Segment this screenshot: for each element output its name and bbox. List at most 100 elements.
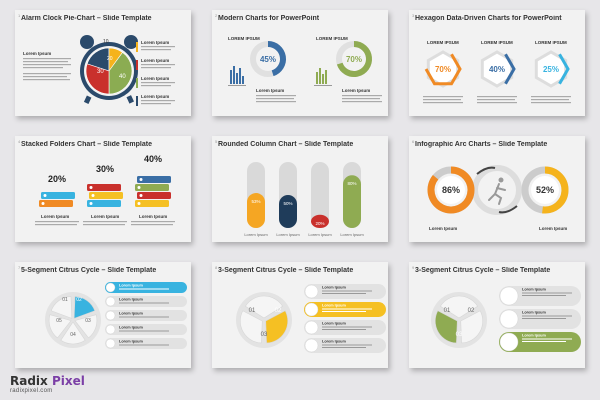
row-icon xyxy=(499,286,519,306)
pie-legend: Lorem Ipsum Lorem Ipsum Lorem Ipsum Lore… xyxy=(136,40,175,106)
card-title: Rounded Column Chart – Slide Template xyxy=(218,141,354,148)
pie-label-30: 30 xyxy=(97,69,104,75)
citrus-segment-3 xyxy=(239,310,263,344)
citrus-segments xyxy=(239,295,289,344)
svg-text:Lorem Ipsum: Lorem Ipsum xyxy=(139,214,167,219)
folder-dot xyxy=(139,178,143,181)
row-icon xyxy=(105,282,116,293)
citrus-segment-2 xyxy=(460,310,484,344)
row-line xyxy=(322,326,372,328)
card-modern-charts[interactable]: 2 Modern Charts for PowerPoint LOREM IPS… xyxy=(212,10,388,116)
citrus-segment-4 xyxy=(60,321,86,345)
svg-text:Lorem Ipsum: Lorem Ipsum xyxy=(141,94,169,99)
clock-bell-right xyxy=(124,35,138,49)
folder-dot xyxy=(41,202,45,205)
modern-charts-graphic: LOREM IPSUM LOREM IPSUM 45% 70% Lorem Ip… xyxy=(228,36,382,103)
card-title: Stacked Folders Chart – Slide Template xyxy=(21,141,152,148)
card-title: Hexagon Data-Driven Charts for PowerPoin… xyxy=(415,15,562,22)
card-hexagon-charts[interactable]: 3 Hexagon Data-Driven Charts for PowerPo… xyxy=(409,10,585,116)
folder-40%-4 xyxy=(137,176,171,183)
segment-01: 01 xyxy=(444,308,451,314)
arrow-top xyxy=(476,166,496,175)
row-icon xyxy=(304,284,319,299)
row-line xyxy=(322,290,372,292)
arc-center xyxy=(437,176,465,204)
stacked-folders-graphic: 20% 30% 40% Lorem Ipsum Lorem Ipsum Lore… xyxy=(35,154,175,226)
pie-slice-40 xyxy=(108,51,133,95)
citrus-segment-1 xyxy=(244,295,284,319)
hexagon-group xyxy=(424,50,570,88)
card-infographic-arcs[interactable]: 6 Infographic Arc Charts – Slide Templat… xyxy=(409,136,585,242)
row-heading: Lorem Ipsum xyxy=(522,334,546,338)
folder-40%-3 xyxy=(135,184,169,191)
arc-center xyxy=(531,176,559,204)
folder-label-30: 30% xyxy=(96,164,114,174)
svg-text:Lorem Ipsum: Lorem Ipsum xyxy=(429,226,457,231)
folder-label-40: 40% xyxy=(144,154,162,164)
card-rounded-columns[interactable]: 5 Rounded Column Chart – Slide Template … xyxy=(212,136,388,242)
folder-dot xyxy=(43,194,47,197)
card-number: 7 xyxy=(18,265,21,270)
column-track xyxy=(311,162,329,228)
clock-leg-left xyxy=(83,95,92,104)
arc-label-86: 86% xyxy=(442,185,460,195)
donut-arc-70 xyxy=(336,41,372,77)
row-line xyxy=(119,288,169,290)
segment-04: 04 xyxy=(70,332,76,338)
card-stacked-folders[interactable]: 4 Stacked Folders Chart – Slide Template… xyxy=(15,136,191,242)
pie-label-10: 10 xyxy=(103,39,109,45)
row-heading: Lorem Ipsum xyxy=(322,340,346,344)
card-alarm-clock-pie[interactable]: 1 Alarm Clock Pie-Chart – Slide Template… xyxy=(15,10,191,116)
card-5-segment-citrus[interactable]: 7 5-Segment Citrus Cycle – Slide Templat… xyxy=(15,262,191,368)
citrus-segment-3 xyxy=(74,314,98,339)
folder-40%-2 xyxy=(137,192,171,199)
brand-logo[interactable]: Radix Pixel radixpixel.com xyxy=(10,375,85,394)
row-heading: Lorem Ipsum xyxy=(322,304,346,308)
arc-charts-graphic: 86% 52% Lorem Ipsum Lorem Ipsum xyxy=(427,165,569,231)
runner-icon xyxy=(488,177,506,205)
row-line xyxy=(322,329,366,330)
row-line xyxy=(522,318,566,319)
segment-03: 03 xyxy=(85,318,91,324)
folder-dot xyxy=(91,194,95,197)
row-icon xyxy=(105,310,116,321)
citrus-segment-2 xyxy=(73,296,96,319)
card-3-segment-citrus-yellow[interactable]: 8 3-Segment Citrus Cycle – Slide Templat… xyxy=(212,262,388,368)
folder-dot xyxy=(89,186,93,189)
folder-stacks xyxy=(39,176,171,207)
row-icon xyxy=(499,332,519,352)
mini-bars-left xyxy=(230,66,244,84)
row-heading: Lorem Ipsum xyxy=(119,298,143,302)
svg-text:Lorem Ipsum: Lorem Ipsum xyxy=(244,232,268,237)
svg-text:Lorem Ipsum: Lorem Ipsum xyxy=(342,88,370,93)
clock-bell-left xyxy=(80,35,94,49)
segment-02: 02 xyxy=(76,297,82,303)
folder-dot xyxy=(137,202,141,205)
folder-30%-3 xyxy=(87,184,121,191)
row-line xyxy=(522,315,572,317)
lorem-caps-left: LOREM IPSUM xyxy=(228,36,260,41)
lorem-text-lines xyxy=(23,58,71,81)
donut-label-70: 70% xyxy=(346,55,362,64)
card-3-segment-citrus-green[interactable]: 9 3-Segment Citrus Cycle – Slide Templat… xyxy=(409,262,585,368)
hex-label-25: 25% xyxy=(543,65,559,74)
svg-text:LOREM IPSUM: LOREM IPSUM xyxy=(481,40,513,45)
row-heading: Lorem Ipsum xyxy=(119,340,143,344)
svg-text:Lorem Ipsum: Lorem Ipsum xyxy=(340,232,364,237)
brand-url: radixpixel.com xyxy=(10,388,53,394)
card-number: 8 xyxy=(215,265,218,270)
card-number: 9 xyxy=(412,265,415,270)
arc-progress-52 xyxy=(542,166,569,214)
segment-02: 02 xyxy=(275,308,282,314)
row-line xyxy=(522,341,566,342)
segment-03: 03 xyxy=(261,332,268,338)
column-label-53: 53% xyxy=(251,199,260,204)
segment-01: 01 xyxy=(62,297,68,303)
row-line xyxy=(119,302,169,304)
hexagon-charts-graphic: LOREM IPSUM LOREM IPSUM LOREM IPSUM 70% … xyxy=(423,40,571,104)
row-line xyxy=(322,344,372,346)
brand-name: Radix Pixel xyxy=(10,374,85,388)
row-2 xyxy=(105,296,187,307)
